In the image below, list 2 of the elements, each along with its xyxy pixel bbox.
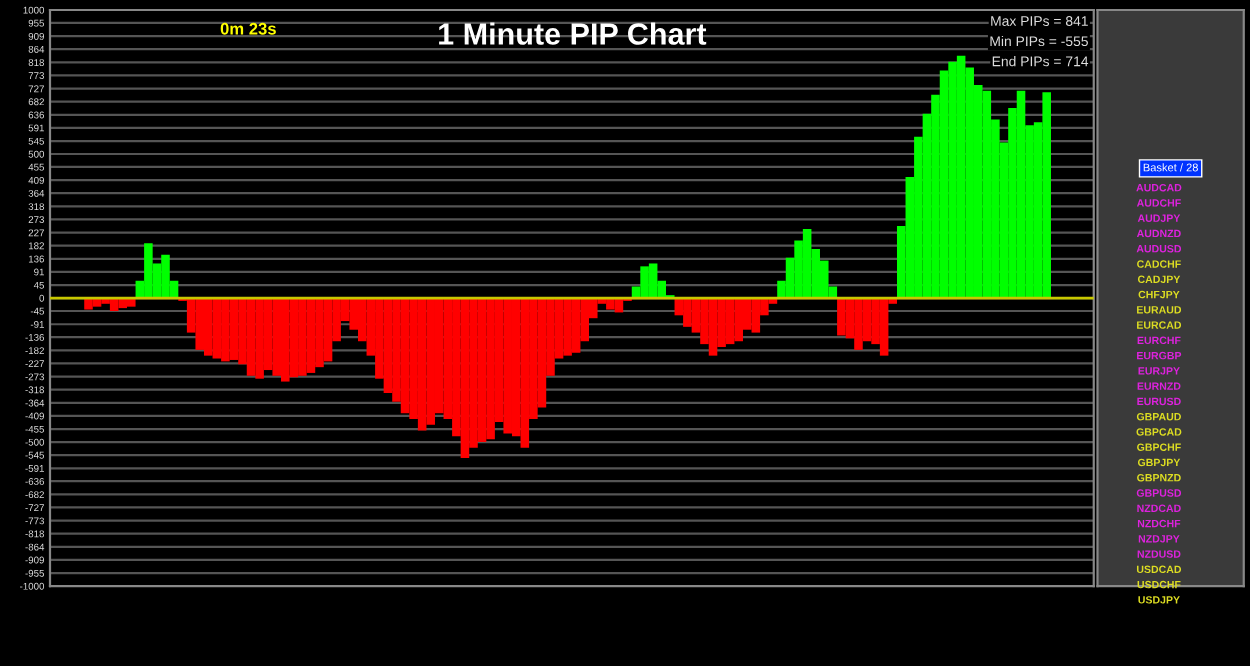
annotation: 0m 23s	[220, 22, 276, 35]
chart-title: 1 Minute PIP Chart	[439, 22, 707, 45]
